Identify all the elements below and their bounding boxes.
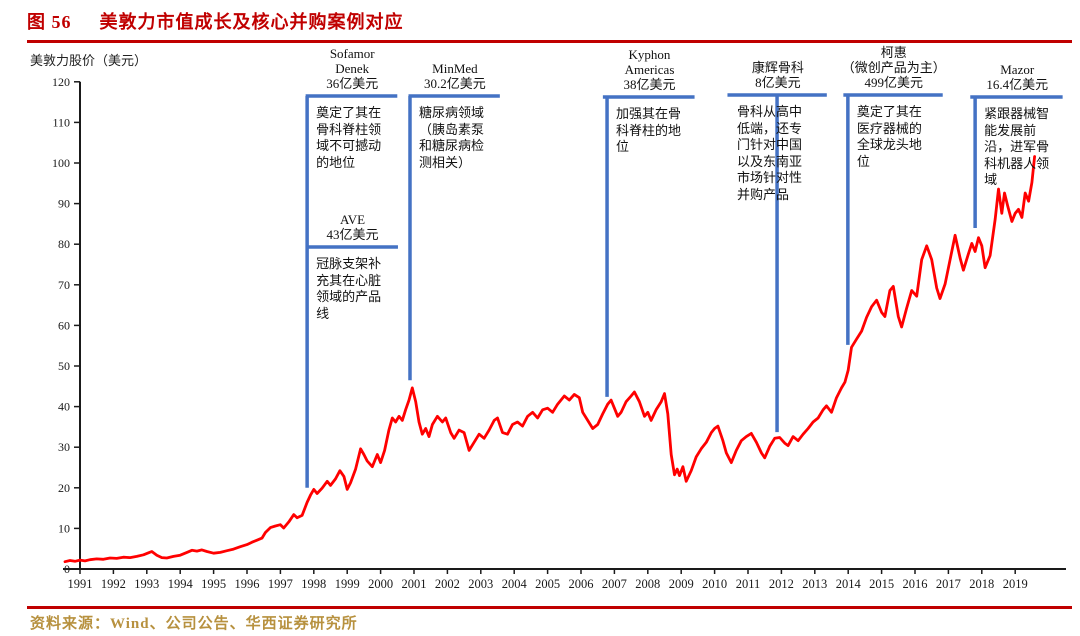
- x-axis-tick-label: 2012: [769, 577, 794, 591]
- x-axis-tick-label: 2019: [1003, 577, 1028, 591]
- y-axis-tick-label: 110: [52, 115, 70, 129]
- y-axis-tick-label: 30: [58, 440, 70, 454]
- x-axis-tick-label: 2017: [936, 577, 961, 591]
- x-axis-tick-label: 2004: [502, 577, 528, 591]
- y-axis-tick-label: 60: [58, 318, 70, 332]
- x-axis-tick-label: 2015: [869, 577, 894, 591]
- x-axis-tick-label: 2001: [402, 577, 427, 591]
- x-axis-tick-label: 1991: [68, 577, 93, 591]
- figure-number: 图 56: [27, 12, 72, 32]
- x-axis-tick-label: 2014: [836, 577, 862, 591]
- y-axis-tick-label: 0: [64, 562, 70, 576]
- x-axis-tick-label: 2008: [635, 577, 660, 591]
- x-axis-tick-label: 2013: [802, 577, 827, 591]
- x-axis-tick-label: 2009: [669, 577, 694, 591]
- x-axis-tick-label: 1996: [235, 577, 260, 591]
- x-axis-tick-label: 1994: [168, 577, 194, 591]
- x-axis-tick-label: 1992: [101, 577, 126, 591]
- x-axis-tick-label: 2010: [702, 577, 727, 591]
- x-axis-tick-label: 2005: [535, 577, 560, 591]
- x-axis-tick-label: 1997: [268, 577, 293, 591]
- y-axis-tick-label: 120: [52, 75, 70, 89]
- figure-title-text: 美敦力市值成长及核心并购案例对应: [99, 12, 404, 32]
- title-divider-rule: [27, 40, 1072, 43]
- y-axis-tick-label: 10: [58, 521, 70, 535]
- x-axis-tick-label: 2011: [736, 577, 761, 591]
- x-axis-tick-label: 2000: [368, 577, 393, 591]
- footer-divider-rule: [27, 606, 1072, 609]
- y-axis-tick-label: 50: [58, 359, 70, 373]
- x-axis-tick-label: 2002: [435, 577, 460, 591]
- y-axis-tick-label: 90: [58, 197, 70, 211]
- x-axis-tick-label: 1999: [335, 577, 360, 591]
- x-axis-tick-label: 2003: [468, 577, 493, 591]
- x-axis-tick-label: 2016: [903, 577, 928, 591]
- y-axis-tick-label: 20: [58, 481, 70, 495]
- x-axis-tick-label: 1993: [134, 577, 159, 591]
- x-axis-tick-label: 1995: [201, 577, 226, 591]
- y-axis-tick-label: 40: [58, 400, 70, 414]
- x-axis-tick-label: 2018: [969, 577, 994, 591]
- figure-title: 图 56 美敦力市值成长及核心并购案例对应: [27, 8, 404, 34]
- data-source-note: 资料来源：Wind、公司公告、华西证券研究所: [30, 616, 358, 632]
- x-axis-tick-label: 2007: [602, 577, 627, 591]
- x-axis-tick-label: 1998: [301, 577, 326, 591]
- y-axis-tick-label: 80: [58, 237, 70, 251]
- medtronic-price-series: [63, 155, 1036, 564]
- x-axis-tick-label: 2006: [569, 577, 594, 591]
- y-axis-tick-label: 100: [52, 156, 70, 170]
- y-axis-tick-label: 70: [58, 278, 70, 292]
- y-axis-title: 美敦力股价（美元）: [30, 53, 148, 68]
